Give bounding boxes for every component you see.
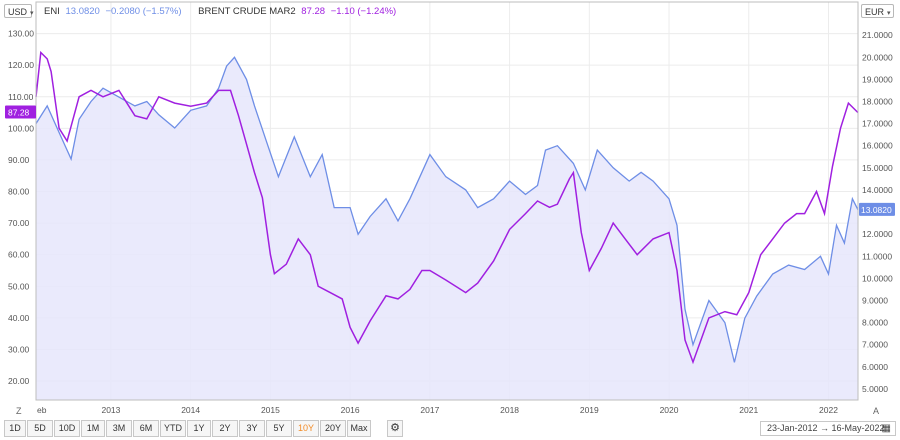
zoom-out-corner[interactable]: Z [16,406,22,416]
right-tick-label: 10.0000 [862,273,893,283]
right-tick-label: 8.0000 [862,318,888,328]
right-tick-label: 17.0000 [862,119,893,129]
left-axis: 20.00 30.00 40.00 50.00 60.00 70.00 80.00 90.00… [8,29,34,386]
x-tick-label: 2016 [341,405,360,415]
chevron-down-icon: ▾ [887,10,891,17]
left-tick-label: 20.00 [8,376,30,386]
x-tick-label: 2022 [819,405,838,415]
timeframe-button-3y[interactable]: 3Y [239,420,265,437]
plot-frame [35,1,859,401]
calendar-icon[interactable]: ▦ [881,423,891,434]
legend: ENI 13.0820 −0.2080 (−1.57%) BRENT CRUDE… [44,6,399,17]
timeframe-button-1y[interactable]: 1Y [187,420,211,437]
left-tick-label: 80.00 [8,187,30,197]
right-tick-label: 6.0000 [862,362,888,372]
left-tick-label: 50.00 [8,281,30,291]
x-tick-label: 2013 [101,405,120,415]
right-tick-label: 11.0000 [862,251,892,261]
brent-series-line [35,50,859,365]
left-tick-label: 130.00 [8,29,34,39]
right-tick-label: 20.0000 [862,52,893,62]
timeframe-button-2y[interactable]: 2Y [212,420,238,437]
right-tick-label: 7.0000 [862,340,888,350]
timeframe-button-5d[interactable]: 5D [27,420,53,437]
timeframe-button-max[interactable]: Max [347,420,371,437]
currency-select-right[interactable]: EUR ▾ [861,4,894,18]
x-tick-label: 2019 [580,405,599,415]
last-value-labels: 87.28 13.0820 [5,105,895,216]
right-tick-label: 15.0000 [862,163,893,173]
legend-eni-name: ENI [44,6,60,17]
legend-brent-change: −1.10 (−1.24%) [330,6,397,17]
plot-border [35,1,859,401]
timeframe-button-1d[interactable]: 1D [4,420,26,437]
timeframe-button-6m[interactable]: 6M [133,420,159,437]
chevron-down-icon: ▾ [30,10,34,17]
eni-series-line [35,56,859,363]
legend-brent-name: BRENT CRUDE MAR2 [198,6,296,17]
left-tick-label: 30.00 [8,344,30,354]
timeframe-button-1m[interactable]: 1M [81,420,105,437]
x-tick-label: 2018 [500,405,519,415]
right-tick-label: 12.0000 [862,229,893,239]
left-tick-label: 110.00 [8,92,34,102]
timeframe-button-20y[interactable]: 20Y [320,420,346,437]
right-tick-label: 9.0000 [862,296,888,306]
right-tick-label: 19.0000 [862,74,893,84]
left-tick-label: 60.00 [8,250,30,260]
date-range-field[interactable]: 23-Jan-2012 → 16-May-2022 ▦ [760,421,896,436]
eni-last-badge [859,202,895,216]
left-tick-label: 100.00 [8,123,34,133]
x-tick-label: 2017 [420,405,439,415]
timeframe-button-5y[interactable]: 5Y [266,420,292,437]
date-range-text: 23-Jan-2012 → 16-May-2022 [767,423,885,433]
currency-left-label: USD [8,7,28,17]
legend-brent-value: 87.28 [301,6,326,17]
right-tick-label: 16.0000 [862,141,893,151]
currency-right-label: EUR [865,7,885,17]
right-axis: 5.0000 6.0000 7.0000 8.0000 9.0000 10.0000 11.… [862,8,893,394]
x-tick-label: 2014 [181,405,200,415]
brent-last-badge [5,105,36,119]
left-tick-label: 40.00 [8,313,30,323]
timeframe-button-10y[interactable]: 10Y [293,420,319,437]
currency-select-left[interactable]: USD ▾ [4,4,34,18]
right-tick-label: 5.0000 [862,384,888,394]
eni-area-fill [36,57,858,401]
timeframe-button-10d[interactable]: 10D [54,420,80,437]
left-tick-label: 120.00 [8,60,34,70]
x-axis: eb 2013 2014 2015 2016 2017 2018 2019 2020 2021 20… [37,405,838,415]
timeframe-button-ytd[interactable]: YTD [160,420,186,437]
x-tick-label: 2020 [660,405,679,415]
right-tick-label: 14.0000 [862,185,893,195]
left-tick-label: 70.00 [8,218,30,228]
legend-eni-value: 13.0820 [65,6,100,17]
timeframe-button-3m[interactable]: 3M [106,420,132,437]
left-tick-label: 90.00 [8,155,30,165]
x-tick-label: 2015 [261,405,280,415]
eni-last-value: 13.0820 [861,205,892,215]
right-tick-label: 21.0000 [862,30,893,40]
x-tick-label: eb [37,405,47,415]
auto-scale-corner[interactable]: A [873,406,880,416]
brent-last-value: 87.28 [8,108,30,118]
right-tick-label: 18.0000 [862,97,893,107]
gear-icon[interactable]: ⚙ [387,420,403,437]
x-tick-label: 2021 [739,405,758,415]
legend-eni-change: −0.2080 (−1.57%) [105,6,182,17]
